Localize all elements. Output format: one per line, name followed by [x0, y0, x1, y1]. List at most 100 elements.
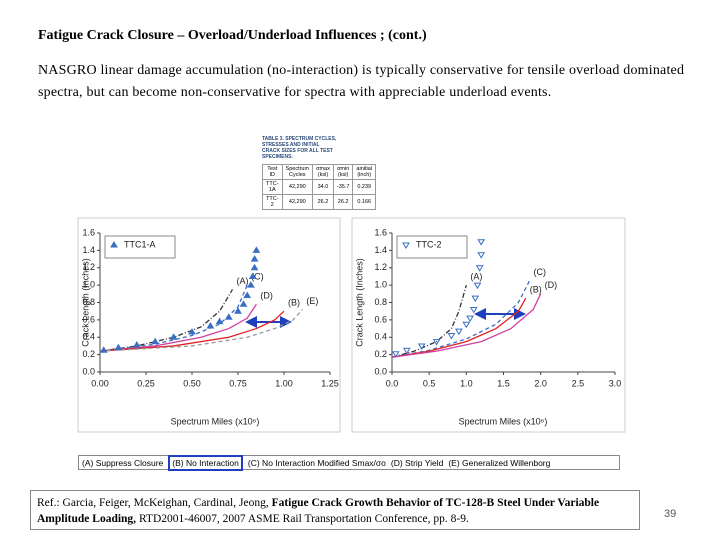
data-point — [188, 328, 196, 335]
legend-label: TTC-2 — [416, 239, 442, 249]
y-axis-label: Crack Length (Inches) — [80, 258, 90, 347]
y-tick-label: 0.2 — [374, 349, 387, 359]
data-point — [132, 341, 141, 348]
data-point — [447, 333, 456, 340]
table-cell: 26.2 — [312, 194, 334, 210]
data-point — [246, 281, 255, 288]
y-tick-label: 0.6 — [374, 314, 387, 324]
data-point — [250, 255, 259, 262]
curve — [99, 303, 257, 352]
data-point — [469, 306, 478, 314]
table-row: TTC-2 42,290 26.2 26.2 0.166 — [262, 194, 377, 210]
curve — [99, 284, 248, 352]
data-point — [455, 328, 463, 336]
slide-title: Fatigue Crack Closure – Overload/Underlo… — [38, 28, 427, 43]
data-point — [99, 346, 108, 353]
ref-authors: Ref.: Garcia, Feiger, McKeighan, Cardina… — [37, 497, 272, 509]
legend-marker — [110, 241, 118, 248]
data-point — [248, 272, 257, 279]
body-text: NASGRO linear damage accumulation (no-in… — [38, 63, 685, 100]
data-point — [477, 239, 486, 246]
data-point — [252, 246, 261, 253]
x-tick-label: 1.5 — [497, 378, 510, 388]
curve-label: (E) — [306, 296, 318, 306]
data-point — [206, 321, 215, 329]
y-tick-label: 0.6 — [82, 314, 95, 324]
data-point — [402, 347, 411, 355]
chart-frame — [351, 217, 626, 433]
curve-label: (B) — [530, 285, 542, 295]
x-tick-label: 0.00 — [91, 378, 109, 388]
data-point — [224, 313, 233, 320]
x-axis-label: Spectrum Miles (x10⁶) — [459, 416, 548, 426]
y-tick-label: 0.8 — [82, 297, 95, 307]
table-figure: TABLE 3. SPECTRUM CYCLES, STRESSES AND I… — [262, 136, 377, 210]
curve-label: (A) — [470, 272, 482, 282]
y-tick-label: 0.2 — [82, 349, 95, 359]
data-point — [473, 282, 482, 290]
y-tick-label: 0.4 — [82, 332, 95, 342]
curve — [391, 293, 542, 358]
data-point — [417, 343, 426, 350]
legend-item: (E) Generalized Willenborg — [448, 457, 551, 468]
chart-frame — [77, 217, 341, 433]
table: Test ID Spectrum Cycles σmax (ksi) σmin (ks… — [262, 164, 377, 210]
x-tick-label: 0.0 — [386, 378, 399, 388]
x-tick-label: 1.0 — [460, 378, 473, 388]
data-point — [432, 339, 441, 346]
data-point — [475, 265, 484, 272]
x-tick-label: 0.75 — [229, 378, 247, 388]
data-point — [391, 351, 400, 358]
curve-label: (C) — [251, 272, 264, 282]
data-point — [215, 317, 224, 325]
y-tick-label: 1.6 — [374, 227, 387, 237]
data-point — [169, 333, 178, 340]
curve — [391, 297, 527, 358]
legend-box — [396, 235, 468, 259]
legend-item: (A) Suppress Closure — [82, 457, 164, 468]
data-point — [114, 343, 123, 351]
y-tick-label: 0.0 — [374, 366, 387, 376]
y-tick-label: 1.0 — [82, 280, 95, 290]
y-tick-label: 1.2 — [374, 262, 387, 272]
data-point — [471, 295, 480, 303]
data-point — [250, 263, 259, 271]
table-cell: 0.166 — [352, 194, 377, 210]
y-tick-label: 1.2 — [82, 262, 95, 272]
y-tick-label: 0.8 — [374, 297, 387, 307]
data-point — [239, 300, 248, 307]
data-point — [462, 321, 471, 329]
reference: Ref.: Garcia, Feiger, McKeighan, Cardina… — [30, 490, 640, 530]
curve-label: (D) — [260, 291, 273, 301]
x-tick-label: 2.0 — [534, 378, 547, 388]
x-tick-label: 0.5 — [423, 378, 436, 388]
x-tick-label: 0.50 — [183, 378, 201, 388]
data-point — [477, 252, 486, 259]
y-tick-label: 1.4 — [82, 245, 95, 255]
page-number: 39 — [664, 508, 677, 520]
legend-item: (C) No Interaction Modified Smax/σo — [247, 457, 386, 468]
shared-legend: (A) Suppress Closure (B) No Interaction (C… — [78, 454, 620, 471]
curve — [99, 309, 303, 352]
y-tick-label: 1.6 — [82, 227, 95, 237]
legend-box — [104, 235, 176, 259]
curve — [391, 280, 531, 358]
data-point — [234, 307, 242, 314]
x-tick-label: 0.25 — [137, 378, 155, 388]
data-point — [151, 337, 160, 345]
curve-label: (C) — [534, 267, 547, 277]
table-row: TTC-1A 42,290 34.0 -35.7 0.239 — [262, 179, 377, 195]
table-caption: TABLE 3. SPECTRUM CYCLES, STRESSES AND I… — [262, 136, 337, 160]
curve — [99, 310, 285, 352]
x-tick-label: 1.25 — [321, 378, 339, 388]
curve-label: (D) — [545, 280, 558, 290]
legend-item: (D) Strip Yield — [390, 457, 444, 468]
x-tick-label: 2.5 — [572, 378, 585, 388]
legend-label: TTC1-A — [124, 239, 156, 249]
ref-title: Fatigue Crack Growth Behavior of TC-128-… — [37, 497, 600, 525]
y-tick-label: 0.0 — [82, 366, 95, 376]
data-point — [466, 315, 474, 323]
curve-label: (B) — [288, 298, 300, 308]
